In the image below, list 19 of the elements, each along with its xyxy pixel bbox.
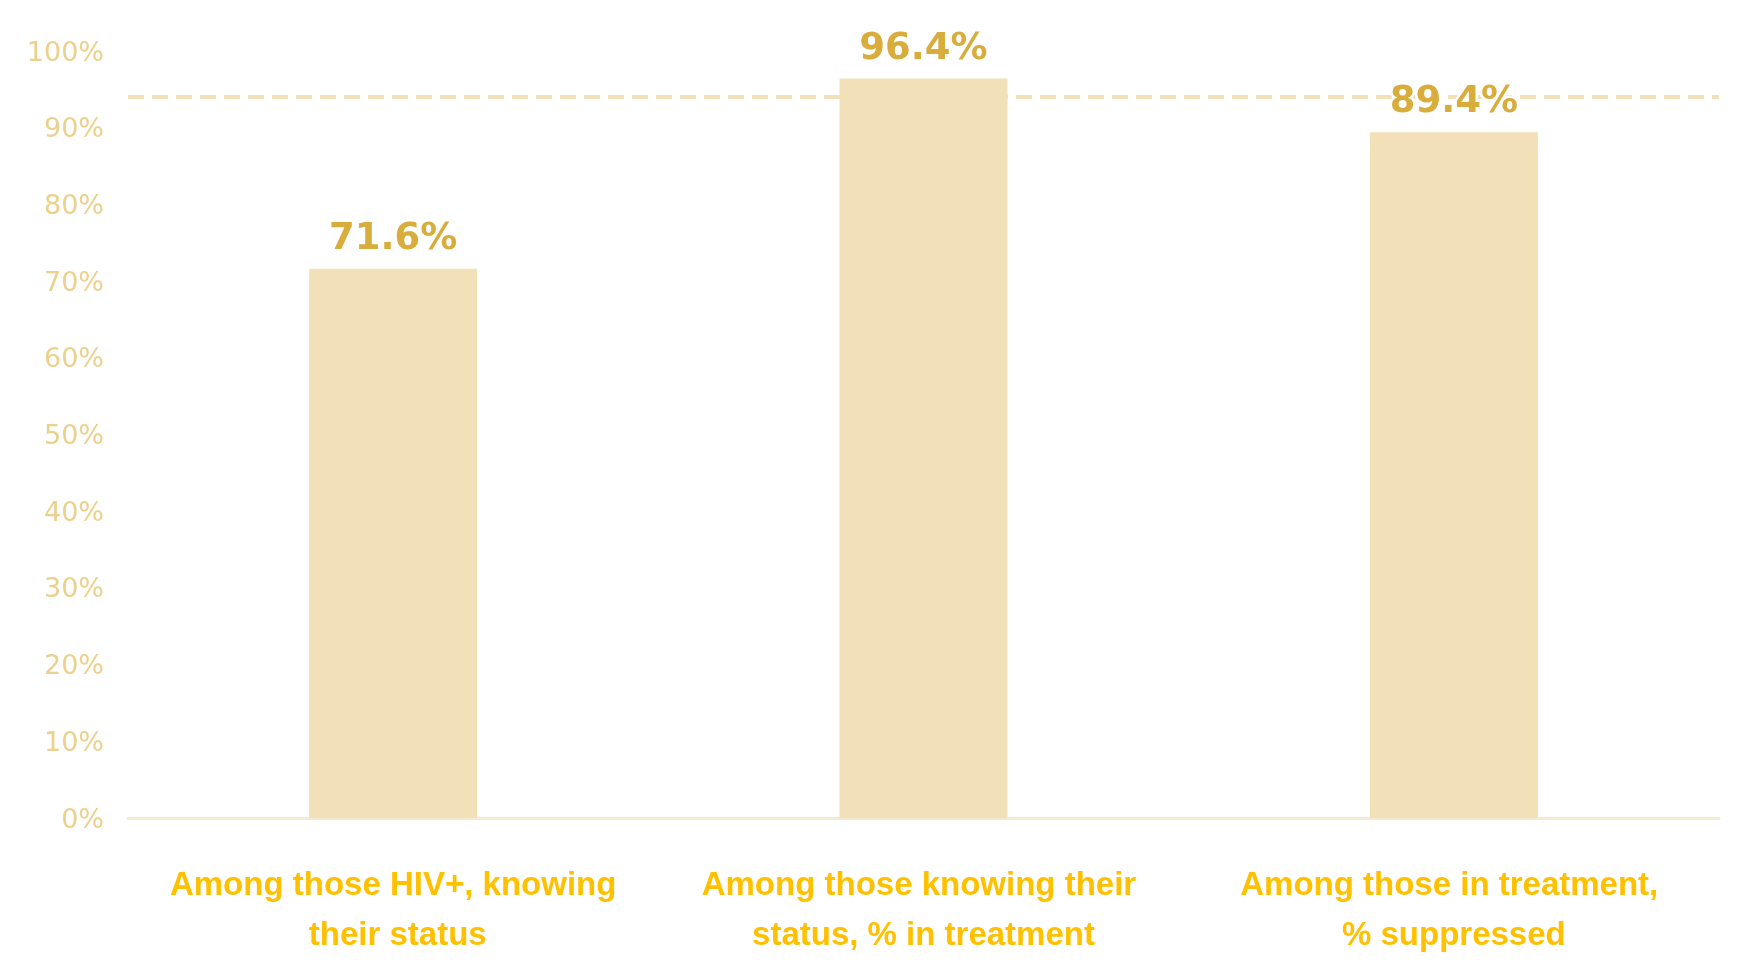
data-label: 71.6% [328, 214, 458, 258]
y-tick-label: 50% [43, 419, 104, 450]
y-tick-label: 60% [43, 342, 104, 374]
y-tick-label: 80% [43, 188, 104, 220]
x-tick-label: Among those knowing their status, % in treatment [701, 864, 1146, 952]
y-tick-label: 10% [43, 725, 104, 757]
y-tick-label: 20% [43, 649, 104, 681]
y-tick-label: 90% [43, 112, 104, 144]
data-label: 89.4% [1389, 78, 1519, 122]
x-tick-label: Among those in treatment, % suppressed [1240, 864, 1668, 952]
bar [1369, 132, 1538, 818]
y-tick-label: 100% [26, 35, 104, 67]
y-tick-label: 70% [43, 265, 104, 297]
y-tick-label: 30% [43, 572, 104, 604]
y-tick-label: 0% [61, 802, 104, 834]
y-tick-label: 40% [43, 495, 104, 527]
bar [309, 268, 478, 818]
x-tick-label: Among those HIV+, knowing their status [169, 864, 617, 952]
data-label: 96.4% [859, 24, 988, 68]
